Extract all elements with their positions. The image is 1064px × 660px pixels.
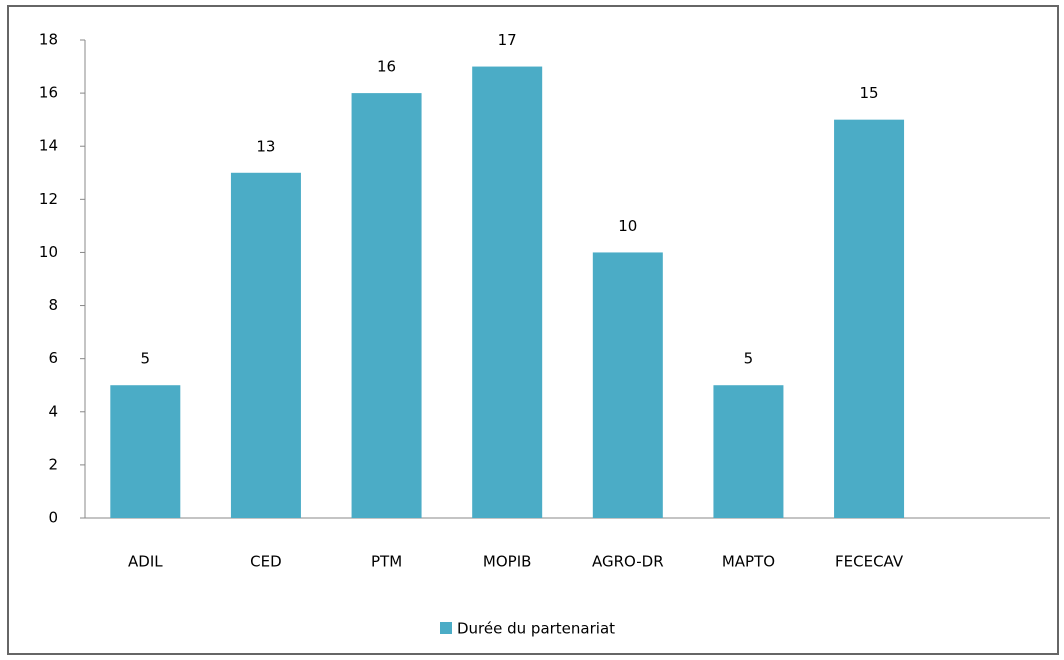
legend-swatch: [440, 622, 452, 634]
y-tick-label: 2: [48, 455, 58, 473]
x-tick-label: MOPIB: [483, 553, 532, 571]
y-tick-label: 10: [39, 243, 58, 261]
bar: [713, 385, 784, 518]
bar: [472, 66, 543, 519]
y-tick-label: 6: [48, 349, 58, 367]
bar: [230, 172, 301, 518]
y-tick-label: 16: [39, 84, 58, 102]
data-label: 13: [256, 137, 275, 155]
data-label: 16: [377, 58, 396, 76]
data-label: 10: [618, 217, 637, 235]
y-tick-label: 8: [48, 296, 58, 314]
data-label: 5: [744, 350, 754, 368]
x-tick-label: CED: [250, 553, 282, 571]
y-tick-label: 0: [48, 509, 58, 527]
y-tick-label: 14: [39, 137, 58, 155]
data-label: 5: [141, 350, 151, 368]
x-tick-label: FECECAV: [835, 553, 904, 571]
data-label: 17: [498, 31, 517, 49]
data-label: 15: [860, 84, 879, 102]
x-tick-label: MAPTO: [722, 553, 775, 571]
y-tick-label: 18: [39, 31, 58, 49]
bar: [592, 252, 663, 518]
x-tick-label: ADIL: [128, 553, 163, 571]
y-tick-label: 12: [39, 190, 58, 208]
bar: [110, 385, 181, 518]
legend-label: Durée du partenariat: [457, 620, 615, 638]
x-tick-label: PTM: [371, 553, 402, 571]
y-tick-label: 4: [48, 402, 58, 420]
bar: [834, 119, 905, 519]
x-tick-label: AGRO-DR: [592, 553, 664, 571]
bar: [351, 93, 422, 518]
